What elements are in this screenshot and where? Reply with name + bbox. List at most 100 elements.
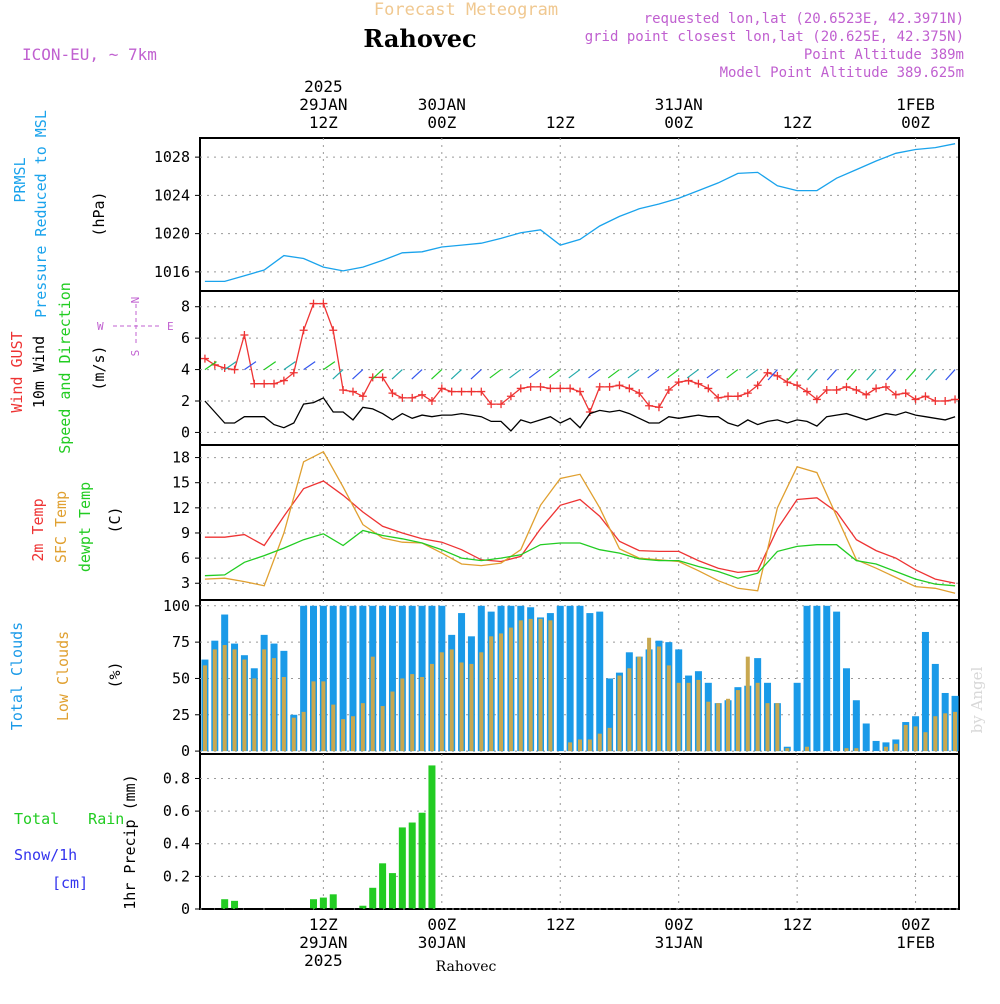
gust-marker: [309, 299, 318, 308]
time-label-top: 12Z: [546, 113, 575, 132]
wind-direction-arrow: [303, 361, 316, 371]
low-cloud-bar: [301, 711, 306, 752]
low-cloud-bar: [953, 711, 958, 752]
wind-direction-arrow: [826, 369, 838, 381]
gust-marker: [674, 378, 683, 387]
gust-marker: [862, 390, 871, 399]
gust-marker: [901, 389, 910, 398]
low-cloud-bar: [755, 682, 760, 752]
gust-marker: [714, 393, 723, 402]
gust-marker: [911, 395, 920, 404]
precip-ylabel: 1hr Precip (mm): [121, 774, 139, 909]
y-tick-label: 1020: [154, 225, 190, 243]
gust-marker: [418, 390, 427, 399]
low-cloud-bar: [232, 649, 237, 752]
gust-marker: [348, 387, 357, 396]
temp-label-2m: 2m Temp: [29, 498, 47, 561]
low-cloud-bar: [390, 691, 395, 752]
gust-marker: [260, 379, 269, 388]
wind-label-10m: 10m Wind: [30, 336, 48, 408]
low-cloud-bar: [696, 679, 701, 752]
gust-marker: [743, 389, 752, 398]
gust-marker: [803, 387, 812, 396]
total-cloud-bar: [379, 605, 387, 752]
low-cloud-bar: [745, 656, 750, 752]
wind-direction-arrow: [787, 369, 798, 381]
gust-marker: [270, 379, 279, 388]
y-tick-label: 8: [181, 298, 190, 316]
low-cloud-bar: [844, 748, 849, 752]
temp-unit: (C): [106, 506, 124, 533]
low-cloud-bar: [449, 649, 454, 752]
low-cloud-bar: [627, 668, 632, 752]
time-label-bottom: 1FEB: [896, 933, 935, 952]
low-cloud-bar: [429, 663, 434, 752]
total-cloud-bar: [813, 605, 821, 752]
gust-marker: [595, 382, 604, 391]
gust-marker: [427, 397, 436, 405]
total-cloud-bar: [339, 605, 347, 752]
wind-direction-arrow: [352, 369, 364, 380]
low-cloud-bar: [854, 748, 859, 752]
gust-marker: [704, 384, 713, 393]
low-cloud-bar: [499, 633, 504, 752]
rain-bar: [329, 894, 337, 909]
total-cloud-bar: [359, 605, 367, 752]
gust-marker: [575, 387, 584, 396]
compass-rose: N S W E: [97, 297, 174, 357]
y-tick-label: 3: [181, 574, 190, 592]
gust-marker: [319, 299, 328, 308]
compass-w: W: [97, 320, 104, 333]
wind-direction-arrow: [568, 369, 581, 379]
low-cloud-bar: [656, 646, 661, 752]
time-label-bottom: 00Z: [901, 915, 930, 934]
info-requested: requested lon,lat (20.6523E, 42.3971N): [644, 11, 964, 27]
total-cloud-bar: [606, 678, 614, 752]
low-cloud-bar: [775, 703, 780, 752]
gust-marker: [733, 392, 742, 401]
y-tick-label: 12: [172, 499, 190, 517]
low-cloud-bar: [568, 742, 573, 752]
gust-marker: [664, 386, 673, 394]
low-cloud-bar: [903, 724, 908, 752]
low-cloud-bar: [420, 677, 425, 752]
gust-marker: [487, 400, 496, 409]
y-tick-label: 100: [163, 597, 190, 615]
gust-marker: [941, 397, 950, 405]
gust-marker: [368, 373, 377, 382]
wind-label-direction: Speed and Direction: [56, 282, 74, 454]
gust-marker: [358, 392, 367, 401]
rain-bar: [231, 900, 239, 909]
low-cloud-bar: [528, 618, 533, 752]
low-cloud-bar: [726, 698, 731, 752]
gust-marker: [250, 379, 259, 388]
total-cloud-bar: [823, 605, 831, 752]
total-cloud-bar: [596, 611, 604, 752]
cloud-label-total: Total Clouds: [8, 622, 26, 730]
wind-direction-arrow: [431, 369, 443, 380]
low-cloud-bar: [518, 620, 523, 752]
y-tick-label: 0.6: [163, 802, 190, 820]
rain-bar: [319, 897, 327, 909]
time-label-bottom: 00Z: [664, 915, 693, 934]
time-label-bottom: 29JAN: [299, 933, 347, 952]
info-gridpoint: grid point closest lon,lat (20.625E, 42.…: [585, 29, 964, 45]
low-cloud-bar: [686, 682, 691, 752]
rain-bar: [418, 812, 426, 909]
rain-bar: [379, 863, 387, 909]
low-cloud-bar: [479, 652, 484, 752]
low-cloud-bar: [242, 659, 247, 752]
gust-marker: [506, 392, 515, 401]
gust-marker: [724, 392, 733, 401]
low-cloud-bar: [212, 649, 217, 752]
total-cloud-bar: [921, 631, 929, 752]
wind-direction-arrow: [627, 369, 640, 379]
gust-marker: [230, 365, 239, 374]
total-cloud-bar: [310, 605, 318, 752]
gust-marker: [881, 382, 890, 391]
time-label-top: 2025: [304, 77, 343, 96]
low-cloud-bar: [577, 739, 582, 752]
y-tick-label: 6: [181, 329, 190, 347]
low-cloud-bar: [587, 739, 592, 752]
wind-direction-arrow: [588, 369, 601, 379]
